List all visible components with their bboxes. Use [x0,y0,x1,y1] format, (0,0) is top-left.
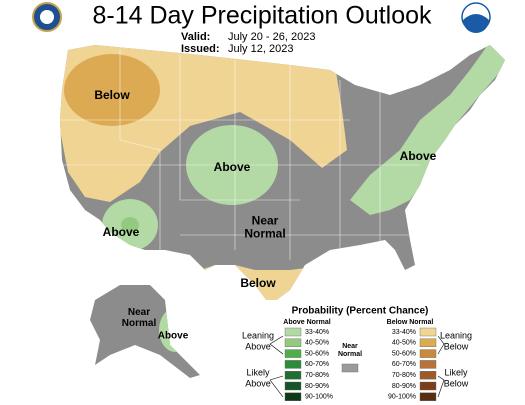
region-label: Normal [244,227,285,241]
legend-bracket [269,375,284,381]
region-label: Below [94,88,130,102]
legend-swatch [419,381,437,391]
legend-swatch [284,338,302,347]
legend-group-label: Below [444,378,469,388]
legend-title: Probability (Percent Chance) [292,306,429,317]
legend-heading: Above Normal [283,319,331,326]
legend-swatch [284,381,302,391]
legend-swatch [284,327,302,337]
legend-bracket [269,343,284,355]
legend-swatch [419,371,437,380]
doc-logo [32,2,62,32]
legend-bracket [269,335,284,345]
issued-label: Issued: [181,43,220,55]
legend-heading: Below Normal [387,319,434,326]
legend-swatch [419,327,437,337]
alaska [90,285,200,378]
legend-group-label: Leaning [440,330,472,340]
issued-date: July 12, 2023 [228,43,293,55]
legend-swatch [284,392,302,401]
legend-item-label: 60-70% [392,361,416,368]
region-label: Above [103,225,140,239]
legend-swatch [419,349,437,358]
valid-label: Valid: [181,31,210,43]
legend-near-label: Near [342,343,358,350]
legend-bracket [437,335,445,345]
legend-item-label: 80-90% [305,383,329,390]
legend-bracket [437,343,445,355]
valid-dates: July 20 - 26, 2023 [228,31,315,43]
legend-swatch [341,363,359,373]
region-label: Normal [122,318,157,329]
legend-item-label: 70-80% [392,372,416,379]
legend-swatch [284,360,302,369]
legend-item-label: 90-100% [388,394,416,401]
legend-group-label: Leaning [242,330,274,340]
legend-bracket [437,375,445,381]
region-label: Above [158,331,189,342]
legend-item-label: 40-50% [392,340,416,347]
legend-item-label: 50-60% [392,350,416,357]
legend-group-label: Above [245,341,271,351]
legend-swatch [419,360,437,369]
legend-item-label: 33-40% [392,329,416,336]
legend-swatch [419,392,437,401]
legend-item-label: 80-90% [392,383,416,390]
legend-swatch [284,349,302,358]
noaa-logo [461,2,491,33]
legend-group-label: Likely [444,367,468,377]
title: 8-14 Day Precipitation Outlook [92,2,432,30]
legend-item-label: 40-50% [305,340,329,347]
region-label: Above [400,149,437,163]
legend-item-label: 60-70% [305,361,329,368]
legend-group-label: Above [245,378,271,388]
legend-group-label: Likely [246,367,270,377]
region-label: Above [214,160,251,174]
legend-near-label: Normal [338,351,362,358]
legend-item-label: 50-60% [305,350,329,357]
legend-item-label: 70-80% [305,372,329,379]
region-label: Near [128,307,150,318]
legend-item-label: 90-100% [305,394,333,401]
hawaii-placeholder [209,253,234,264]
legend-group-label: Below [444,341,469,351]
region-label: Below [240,276,276,290]
legend-bracket [437,379,445,398]
legend-swatch [419,338,437,347]
legend-item-label: 33-40% [305,329,329,336]
legend-bracket [269,379,284,398]
region-label: Near [252,214,279,228]
legend-swatch [284,371,302,380]
